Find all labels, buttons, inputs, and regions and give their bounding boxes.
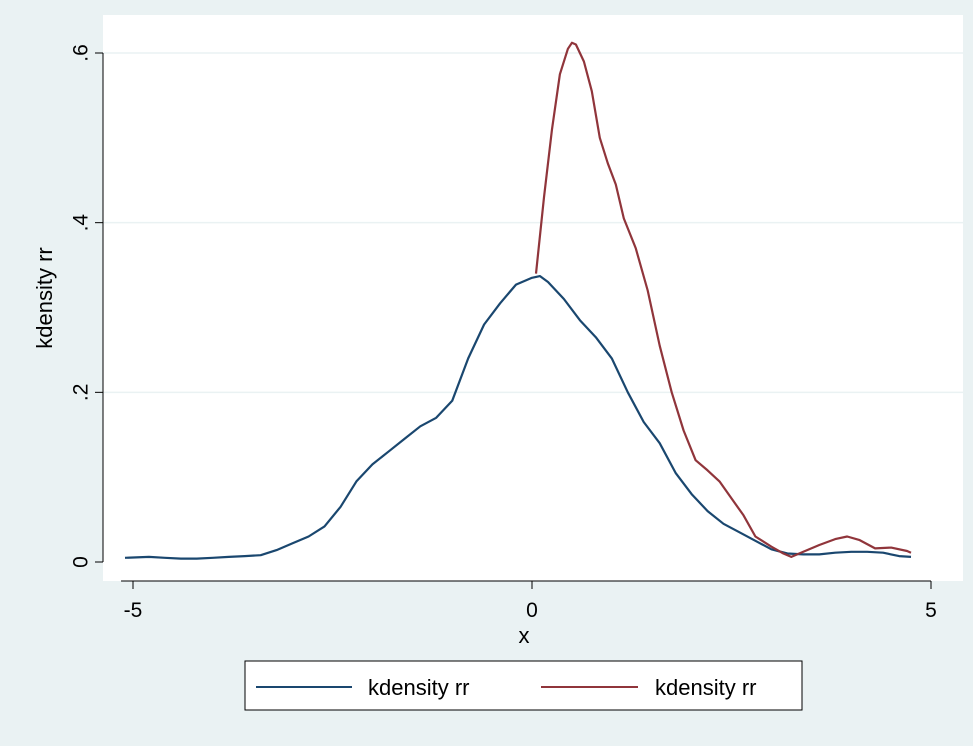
y-axis: 0 .2 .4 .6	[70, 44, 104, 568]
series-group	[124, 41, 912, 560]
y-tick-label-0: 0	[70, 556, 93, 568]
y-tick-label-2: .4	[70, 214, 93, 232]
x-tick-label-1: 0	[526, 599, 538, 622]
gridlines	[103, 52, 963, 394]
x-tick-label-0: -5	[124, 599, 143, 622]
x-tick-label-2: 5	[925, 599, 937, 622]
plot-area	[103, 15, 963, 581]
legend: kdensity rr kdensity rr	[244, 660, 803, 711]
x-axis-title: x	[519, 623, 530, 648]
legend-label-1: kdensity rr	[655, 675, 756, 700]
y-axis-title: kdensity rr	[32, 247, 57, 348]
legend-box	[244, 660, 803, 711]
x-axis: -5 0 5	[121, 580, 937, 622]
legend-label-0: kdensity rr	[368, 675, 469, 700]
series-line-1	[534, 41, 912, 558]
y-tick-label-3: .6	[70, 44, 93, 62]
y-tick-label-1: .2	[70, 384, 93, 402]
